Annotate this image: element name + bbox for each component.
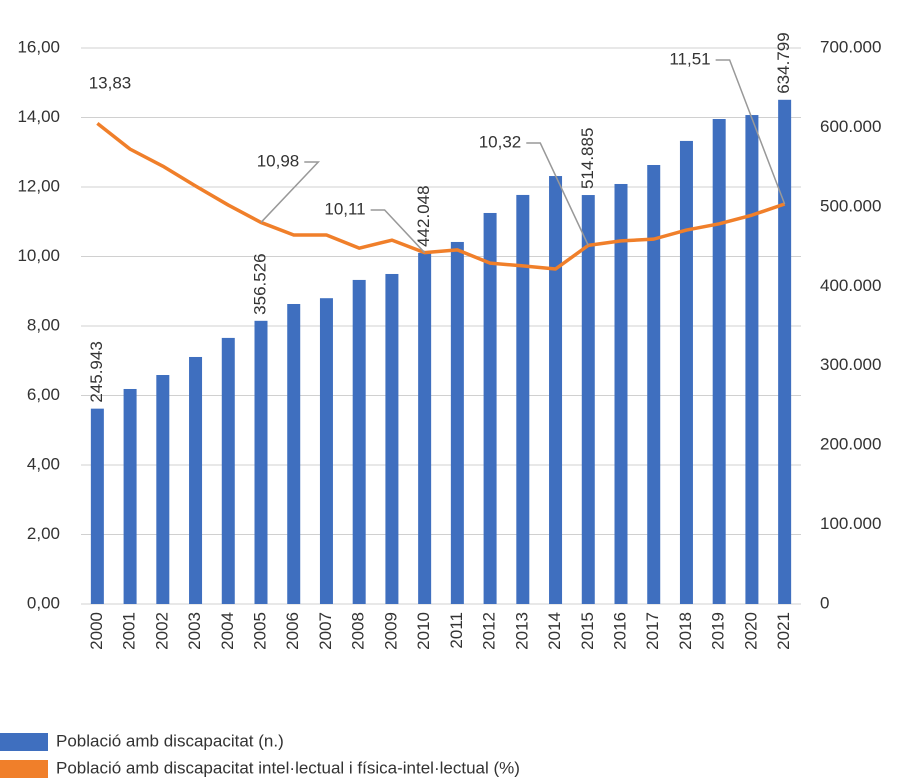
leader-line (370, 209, 426, 254)
y-tick-label: 10,00 (17, 246, 60, 265)
bar (352, 279, 366, 604)
bar-value-label: 634.799 (774, 32, 793, 93)
bar (614, 183, 628, 604)
bar (123, 388, 137, 604)
x-tick-label: 2012 (480, 612, 499, 650)
bar (254, 320, 268, 604)
bar (549, 176, 563, 604)
line-value-label: 11,51 (669, 49, 710, 68)
bar-value-label: 356.526 (250, 253, 269, 314)
bar (385, 273, 399, 604)
bar (189, 356, 203, 604)
leader-line (715, 59, 786, 205)
y-tick-label: 6,00 (27, 385, 60, 404)
bar (581, 195, 595, 605)
x-tick-label: 2011 (447, 612, 466, 649)
legend-label: Població amb discapacitat intel·lectual … (56, 758, 520, 777)
bar (778, 99, 792, 605)
legend-swatch (0, 760, 48, 778)
y2-tick-label: 600.000 (820, 117, 881, 136)
y-tick-label: 12,00 (17, 176, 60, 195)
x-tick-label: 2004 (218, 612, 237, 650)
line (96, 122, 786, 271)
y2-tick-label: 200.000 (820, 435, 881, 454)
bar (745, 115, 759, 604)
bar (483, 212, 497, 604)
leader-line (260, 161, 321, 223)
y2-tick-label: 0 (820, 593, 829, 612)
x-tick-label: 2019 (709, 612, 728, 650)
x-tick-label: 2006 (283, 612, 302, 650)
legend-label: Població amb discapacitat (n.) (56, 731, 284, 750)
y2-tick-label: 100.000 (820, 514, 881, 533)
y-tick-label: 14,00 (17, 107, 60, 126)
bar-value-label: 442.048 (414, 185, 433, 246)
bar-value-label: 514.885 (578, 128, 597, 189)
x-tick-label: 2014 (545, 612, 564, 650)
x-tick-label: 2016 (610, 612, 629, 650)
x-tick-label: 2003 (185, 612, 204, 650)
legend-swatch (0, 733, 48, 751)
x-tick-label: 2018 (676, 612, 695, 650)
y-tick-label: 16,00 (17, 37, 60, 56)
x-tick-label: 2010 (414, 612, 433, 650)
y2-tick-label: 500.000 (820, 196, 881, 215)
x-tick-label: 2021 (774, 612, 793, 650)
bar (221, 337, 235, 604)
bar (679, 140, 693, 604)
x-tick-label: 2017 (643, 612, 662, 650)
y-tick-label: 2,00 (27, 524, 60, 543)
bar (516, 194, 530, 604)
y2-tick-label: 700.000 (820, 37, 881, 56)
y-tick-label: 8,00 (27, 315, 60, 334)
x-tick-label: 2008 (349, 612, 368, 650)
bar (647, 164, 661, 604)
y2-tick-label: 400.000 (820, 276, 881, 295)
x-tick-label: 2001 (120, 612, 139, 650)
bar (287, 303, 301, 604)
y2-tick-label: 300.000 (820, 355, 881, 374)
x-tick-label: 2005 (250, 612, 269, 650)
bar-value-label: 245.943 (87, 341, 106, 402)
bar (156, 375, 170, 604)
x-tick-label: 2013 (512, 612, 531, 650)
y-tick-label: 0,00 (27, 593, 60, 612)
line-value-label: 13,83 (89, 73, 132, 92)
x-tick-label: 2000 (87, 612, 106, 650)
line-value-label: 10,32 (479, 132, 522, 151)
x-tick-label: 2002 (152, 612, 171, 650)
bar (418, 252, 432, 605)
y-tick-label: 4,00 (27, 454, 60, 473)
line-value-label: 10,11 (324, 199, 365, 218)
x-tick-label: 2007 (316, 612, 335, 650)
x-tick-label: 2009 (381, 612, 400, 650)
bar (319, 298, 333, 604)
x-tick-label: 2020 (741, 612, 760, 650)
x-tick-label: 2015 (578, 612, 597, 650)
line-value-label: 10,98 (257, 151, 300, 170)
bar (712, 119, 726, 604)
bar (450, 241, 464, 604)
leader-line (526, 142, 589, 246)
bar (90, 408, 104, 604)
